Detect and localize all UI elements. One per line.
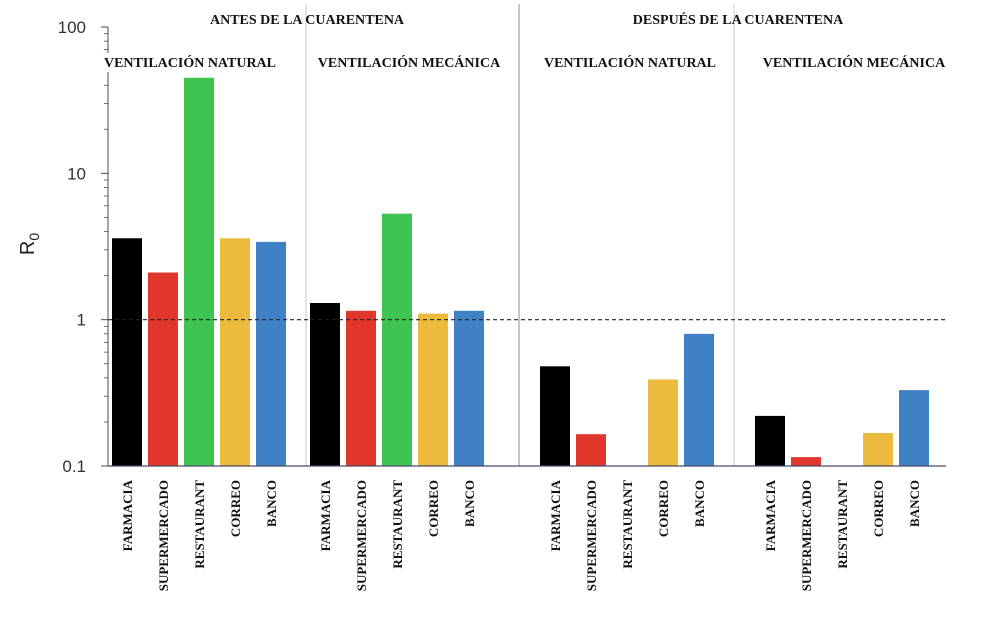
- x-tick-label-restaurant: RESTAURANT: [192, 480, 207, 569]
- group-title: ANTES DE LA CUARENTENA: [210, 13, 405, 28]
- x-tick-label-farmacia: FARMACIA: [548, 479, 563, 551]
- panel-title-4: VENTILACIÓN MECÁNICA: [763, 54, 946, 71]
- bar-p4-banco: [899, 390, 929, 466]
- x-tick-label-correo: CORREO: [871, 480, 886, 537]
- x-tick-label-banco: BANCO: [907, 480, 922, 527]
- x-tick-label-farmacia: FARMACIA: [763, 479, 778, 551]
- bar-p3-banco: [684, 333, 714, 466]
- x-tick-label-banco: BANCO: [462, 480, 477, 527]
- x-tick-label-correo: CORREO: [656, 480, 671, 537]
- y-tick-label: 0.1: [62, 457, 86, 476]
- bar-p3-correo: [648, 379, 678, 466]
- panel-title-background: [314, 53, 505, 72]
- panel-title-background: [540, 53, 720, 72]
- x-tick-label-correo: CORREO: [228, 480, 243, 537]
- group-title: DESPUÉS DE LA CUARENTENA: [633, 11, 844, 28]
- x-tick-label-banco: BANCO: [692, 480, 707, 527]
- bar-p1-banco: [256, 241, 286, 466]
- bar-p4-correo: [863, 433, 893, 466]
- bar-p1-farmacia: [112, 238, 142, 466]
- y-tick-label: 100: [58, 18, 86, 37]
- bar-p2-supermercado: [346, 310, 376, 466]
- bar-p4-farmacia: [755, 415, 785, 466]
- y-tick-label: 10: [67, 164, 86, 183]
- panel-title-background: [100, 53, 280, 72]
- x-tick-label-supermercado: SUPERMERCADO: [156, 480, 171, 591]
- x-tick-label-correo: CORREO: [426, 480, 441, 537]
- x-tick-label-supermercado: SUPERMERCADO: [354, 480, 369, 591]
- x-tick-label-farmacia: FARMACIA: [318, 479, 333, 551]
- bar-p2-farmacia: [310, 302, 340, 466]
- bar-p1-restaurant: [184, 77, 214, 466]
- panel-title-background: [759, 53, 950, 72]
- x-tick-label-restaurant: RESTAURANT: [835, 480, 850, 569]
- x-tick-label-supermercado: SUPERMERCADO: [584, 480, 599, 591]
- panel-title-2: VENTILACIÓN MECÁNICA: [318, 54, 501, 71]
- x-tick-label-restaurant: RESTAURANT: [390, 480, 405, 569]
- y-axis-label: R0: [17, 233, 42, 255]
- y-tick-label: 1: [77, 311, 86, 330]
- bar-p2-banco: [454, 310, 484, 466]
- bar-p2-restaurant: [382, 213, 412, 466]
- x-tick-label-supermercado: SUPERMERCADO: [799, 480, 814, 591]
- bar-p1-supermercado: [148, 272, 178, 466]
- bar-p2-correo: [418, 313, 448, 466]
- x-tick-label-farmacia: FARMACIA: [120, 479, 135, 551]
- x-tick-label-restaurant: RESTAURANT: [620, 480, 635, 569]
- panel-title-1: VENTILACIÓN NATURAL: [104, 54, 276, 71]
- x-tick-label-banco: BANCO: [264, 480, 279, 527]
- panel-title-3: VENTILACIÓN NATURAL: [544, 54, 716, 71]
- bar-p1-correo: [220, 238, 250, 466]
- bar-p4-supermercado: [791, 457, 821, 466]
- bar-p3-farmacia: [540, 366, 570, 466]
- bar-p3-supermercado: [576, 434, 606, 466]
